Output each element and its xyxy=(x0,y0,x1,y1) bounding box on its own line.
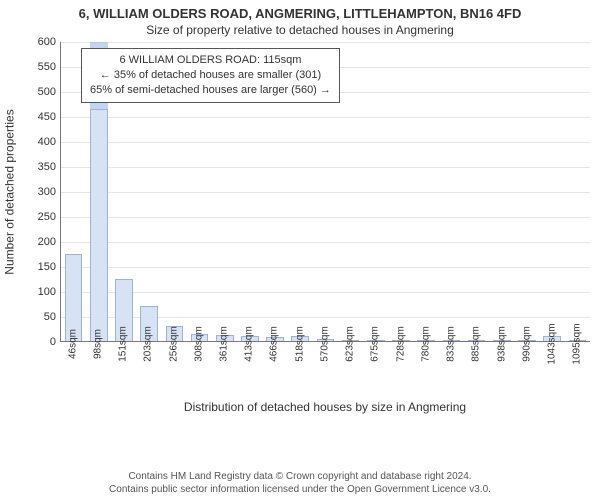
footer: Contains HM Land Registry data © Crown c… xyxy=(0,470,600,496)
x-tick-slot: 151sqm xyxy=(110,342,135,398)
bar-slot xyxy=(414,42,439,341)
footer-line2: Contains public sector information licen… xyxy=(0,483,600,496)
bar-slot xyxy=(489,42,514,341)
x-tick-label: 938sqm xyxy=(496,326,507,362)
x-tick-slot: 98sqm xyxy=(85,342,110,398)
x-tick-slot: 885sqm xyxy=(464,342,489,398)
bar-slot xyxy=(540,42,565,341)
annotation-line1: 6 WILLIAM OLDERS ROAD: 115sqm xyxy=(90,53,331,68)
x-tick-slot: 361sqm xyxy=(211,342,236,398)
x-tick-slot: 256sqm xyxy=(161,342,186,398)
x-tick-slot: 990sqm xyxy=(514,342,539,398)
plot-area: 6 WILLIAM OLDERS ROAD: 115sqm ← 35% of d… xyxy=(60,42,590,342)
figure-container: 6, WILLIAM OLDERS ROAD, ANGMERING, LITTL… xyxy=(0,0,600,500)
x-tick-slot: 466sqm xyxy=(262,342,287,398)
x-tick-slot: 1043sqm xyxy=(539,342,564,398)
annotation-line3: 65% of semi-detached houses are larger (… xyxy=(90,83,331,98)
bar-slot xyxy=(338,42,363,341)
y-tick-label: 500 xyxy=(20,86,56,98)
annotation-box: 6 WILLIAM OLDERS ROAD: 115sqm ← 35% of d… xyxy=(81,48,340,103)
x-tick-label: 518sqm xyxy=(294,326,305,362)
page-subtitle: Size of property relative to detached ho… xyxy=(8,23,592,39)
x-tick-slot: 46sqm xyxy=(60,342,85,398)
x-tick-slot: 833sqm xyxy=(439,342,464,398)
bar-slot xyxy=(565,42,590,341)
x-tick-label: 780sqm xyxy=(420,326,431,362)
y-tick-label: 350 xyxy=(20,161,56,173)
x-tick-label: 885sqm xyxy=(471,326,482,362)
x-tick-label: 203sqm xyxy=(143,326,154,362)
x-tick-slot: 518sqm xyxy=(287,342,312,398)
y-tick-label: 450 xyxy=(20,111,56,123)
y-axis-ticks: 050100150200250300350400450500550600 xyxy=(20,42,60,342)
x-tick-slot: 413sqm xyxy=(237,342,262,398)
bar-slot xyxy=(388,42,413,341)
x-tick-slot: 728sqm xyxy=(388,342,413,398)
x-tick-label: 570sqm xyxy=(319,326,330,362)
x-tick-slot: 203sqm xyxy=(136,342,161,398)
x-tick-label: 361sqm xyxy=(219,326,230,362)
annotation-line2: ← 35% of detached houses are smaller (30… xyxy=(90,68,331,83)
x-tick-slot: 938sqm xyxy=(489,342,514,398)
chart-zone: Number of detached properties 0 50 100 150 2… xyxy=(0,42,600,420)
x-axis-ticks: 46sqm98sqm151sqm203sqm256sqm308sqm361sqm… xyxy=(60,342,590,398)
bar xyxy=(65,254,83,342)
y-tick-label: 250 xyxy=(20,211,56,223)
y-tick-label: 0 xyxy=(20,336,56,348)
x-tick-label: 151sqm xyxy=(118,326,129,362)
bar-slot xyxy=(439,42,464,341)
y-axis-label: Number of detached properties xyxy=(0,42,20,342)
y-tick-label: 200 xyxy=(20,236,56,248)
bar-slot xyxy=(514,42,539,341)
x-tick-label: 675sqm xyxy=(370,326,381,362)
x-tick-slot: 780sqm xyxy=(413,342,438,398)
x-tick-slot: 570sqm xyxy=(312,342,337,398)
x-tick-slot: 623sqm xyxy=(338,342,363,398)
bar xyxy=(90,109,108,342)
x-tick-label: 833sqm xyxy=(446,326,457,362)
x-tick-label: 1095sqm xyxy=(572,323,583,364)
y-tick-label: 400 xyxy=(20,136,56,148)
x-tick-slot: 308sqm xyxy=(186,342,211,398)
x-tick-label: 98sqm xyxy=(92,329,103,359)
page-title: 6, WILLIAM OLDERS ROAD, ANGMERING, LITTL… xyxy=(8,6,592,23)
y-tick-label: 100 xyxy=(20,286,56,298)
x-tick-label: 623sqm xyxy=(345,326,356,362)
x-tick-slot: 1095sqm xyxy=(565,342,590,398)
x-axis-label: Distribution of detached houses by size … xyxy=(60,400,590,414)
x-tick-label: 256sqm xyxy=(168,326,179,362)
x-tick-label: 413sqm xyxy=(244,326,255,362)
y-tick-label: 550 xyxy=(20,61,56,73)
x-tick-label: 728sqm xyxy=(395,326,406,362)
x-tick-label: 1043sqm xyxy=(547,323,558,364)
x-tick-label: 990sqm xyxy=(521,326,532,362)
x-tick-slot: 675sqm xyxy=(363,342,388,398)
x-tick-label: 308sqm xyxy=(193,326,204,362)
bar-slot xyxy=(464,42,489,341)
y-tick-label: 50 xyxy=(20,311,56,323)
y-tick-label: 300 xyxy=(20,186,56,198)
x-tick-label: 46sqm xyxy=(67,329,78,359)
bar-slot xyxy=(363,42,388,341)
y-tick-label: 150 xyxy=(20,261,56,273)
footer-line1: Contains HM Land Registry data © Crown c… xyxy=(0,470,600,483)
x-tick-label: 466sqm xyxy=(269,326,280,362)
y-axis-label-text: Number of detached properties xyxy=(3,109,17,274)
y-tick-label: 600 xyxy=(20,36,56,48)
